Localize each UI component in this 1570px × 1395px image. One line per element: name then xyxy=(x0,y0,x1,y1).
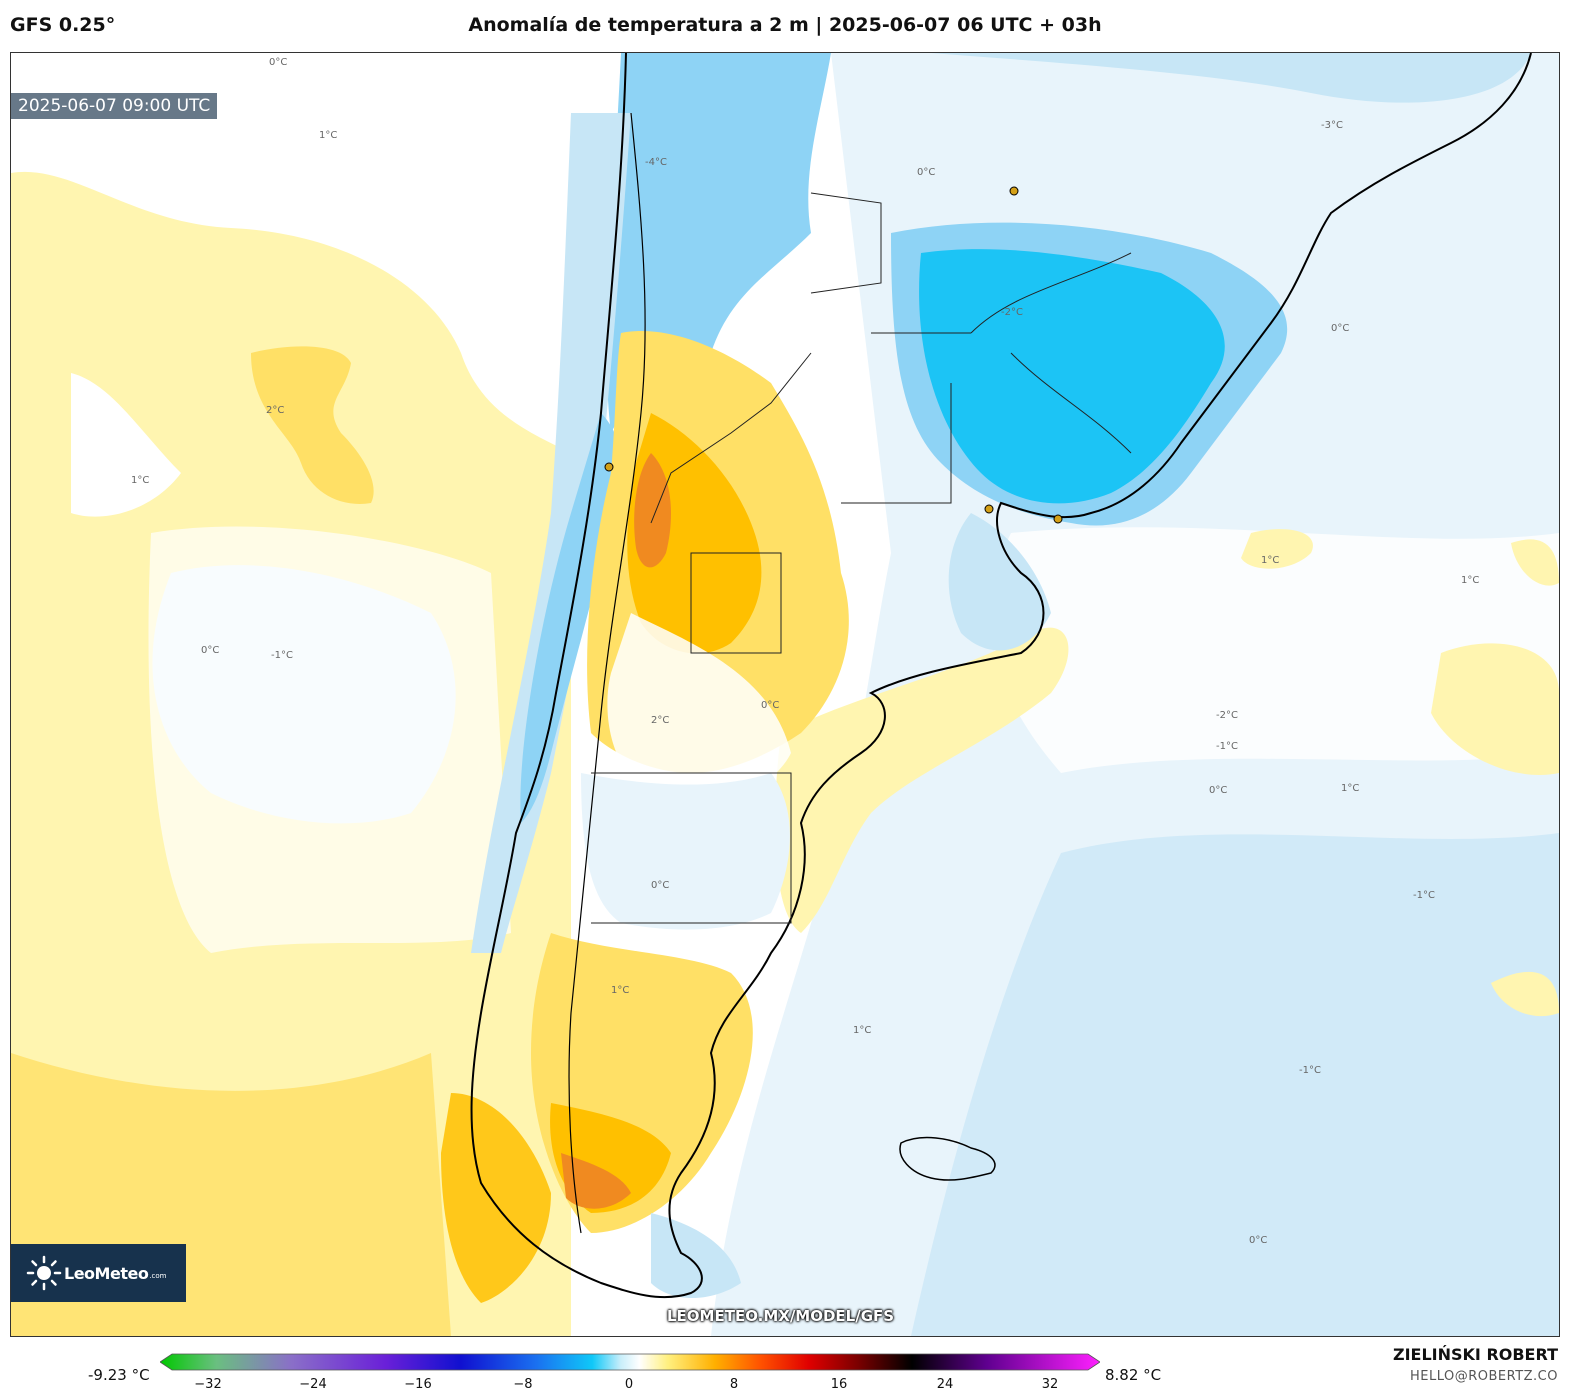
contour-label: 0°C xyxy=(1249,1235,1267,1246)
falkland-islands xyxy=(899,1136,996,1181)
contour-label: 0°C xyxy=(761,700,779,711)
city-marker xyxy=(604,462,614,472)
contour-label: 2°C xyxy=(266,405,284,416)
contour-label: -4°C xyxy=(645,157,667,168)
anomaly-map: 0°C 1°C 2°C 1°C 0°C -1°C 0°C -2°C -3°C 0… xyxy=(11,53,1559,1336)
contour-label: 0°C xyxy=(1209,785,1227,796)
colorbar-tick: −16 xyxy=(404,1377,432,1392)
patagonia-warm-peak xyxy=(561,1153,631,1209)
shelf-warm-band xyxy=(775,627,1069,933)
contour-label: 1°C xyxy=(1461,575,1479,586)
colorbar-tick: 16 xyxy=(830,1377,848,1392)
andes-border xyxy=(568,112,646,1234)
pacific-warm-patch xyxy=(251,346,374,504)
contour-label: 0°C xyxy=(201,645,219,656)
contour-label: 1°C xyxy=(319,130,337,141)
colorbar-tick: −32 xyxy=(194,1377,222,1392)
colorbar-tick: −8 xyxy=(513,1377,533,1392)
atlantic-warm-patch-2 xyxy=(1431,643,1559,775)
tierra-del-fuego-cool xyxy=(651,1213,741,1298)
atlantic-warm-patch-4 xyxy=(1491,971,1559,1017)
colorbar-tick: −24 xyxy=(299,1377,327,1392)
colorbar xyxy=(160,1353,1100,1371)
atlantic-white-band xyxy=(990,527,1559,773)
east-cool-core xyxy=(919,249,1225,504)
province-borders xyxy=(591,192,1132,924)
contour-label: -3°C xyxy=(1321,120,1343,131)
south-pacific-warm-core xyxy=(441,1093,551,1303)
colorbar-max-value: 8.82 °C xyxy=(1105,1366,1162,1384)
contour-label: 1°C xyxy=(1341,783,1359,794)
colorbar-tick: 24 xyxy=(936,1377,954,1392)
leometeo-logo: LeoMeteo .com xyxy=(11,1244,186,1302)
contour-label: -1°C xyxy=(1299,1065,1321,1076)
contour-label: -1°C xyxy=(1413,890,1435,901)
andes-ridge-cool xyxy=(520,413,622,823)
argentina-warm-peak xyxy=(634,453,671,568)
pacific-white-zone xyxy=(148,526,511,953)
contour-label: -1°C xyxy=(271,650,293,661)
contour-label: 1°C xyxy=(611,985,629,996)
contour-label: 0°C xyxy=(269,57,287,68)
logo-text: LeoMeteo xyxy=(64,1263,149,1283)
contour-label: 1°C xyxy=(853,1025,871,1036)
colorbar-tick: 8 xyxy=(729,1377,739,1392)
contour-label: 1°C xyxy=(131,475,149,486)
south-america-coast xyxy=(470,53,1532,1299)
logo-subtext: .com xyxy=(149,1272,167,1280)
atlantic-warm-patch-3 xyxy=(1511,539,1559,586)
valid-time-label: 2025-06-07 09:00 UTC xyxy=(11,93,218,119)
contour-label: -1°C xyxy=(1216,741,1238,752)
city-marker xyxy=(1053,514,1063,524)
model-name: GFS 0.25° xyxy=(10,14,116,36)
pampas-white xyxy=(607,613,791,801)
author-name: ZIELIŃSKI ROBERT xyxy=(1392,1345,1558,1364)
map-title: Anomalía de temperatura a 2 m | 2025-06-… xyxy=(468,14,1102,36)
chile-coast-cool xyxy=(471,113,631,953)
la-plata-cool xyxy=(948,513,1051,651)
source-watermark: LEOMETEO.MX/MODEL/GFS xyxy=(667,1307,895,1325)
contour-label: 0°C xyxy=(917,167,935,178)
city-marker xyxy=(984,504,994,514)
contour-label: 0°C xyxy=(651,880,669,891)
pacific-white-upper xyxy=(71,373,181,517)
colorbar-min-value: -9.23 °C xyxy=(88,1366,150,1384)
city-marker xyxy=(1009,186,1019,196)
patagonia-cool xyxy=(581,773,790,930)
atlantic-cool-deeper xyxy=(911,833,1559,1336)
author-email: HELLO@ROBERTZ.CO xyxy=(1409,1369,1558,1384)
contour-label: 1°C xyxy=(1261,555,1279,566)
map-frame: 0°C 1°C 2°C 1°C 0°C -1°C 0°C -2°C -3°C 0… xyxy=(10,52,1560,1337)
contour-label: 2°C xyxy=(651,715,669,726)
sun-icon xyxy=(26,1255,62,1291)
contour-label: -2°C xyxy=(1216,710,1238,721)
colorbar-tick: 0 xyxy=(624,1377,634,1392)
atlantic-warm-patch-1 xyxy=(1241,529,1313,569)
contour-label: -2°C xyxy=(1001,307,1023,318)
north-inland-cool xyxy=(931,53,1531,103)
contour-label: 0°C xyxy=(1331,323,1349,334)
colorbar-tick: 32 xyxy=(1041,1377,1059,1392)
